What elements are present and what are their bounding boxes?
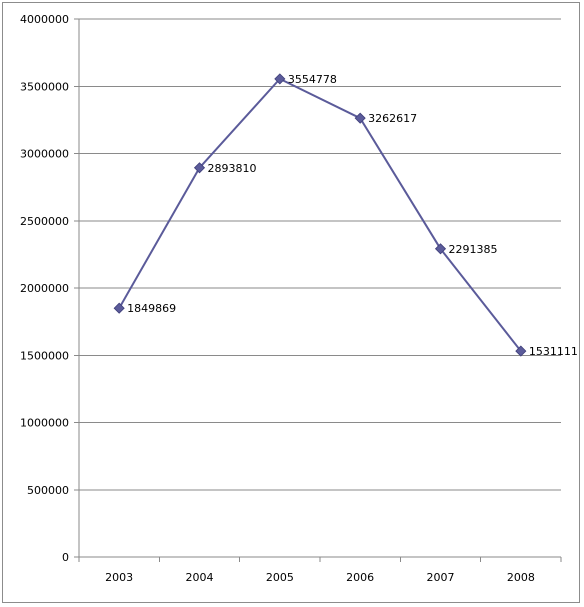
x-tick-label: 2007 [427,571,455,584]
x-tick-label: 2005 [266,571,294,584]
y-tick-label: 1500000 [20,349,69,362]
data-point-marker [434,243,447,255]
y-tick-label: 3000000 [20,148,69,161]
data-point-marker [354,112,366,124]
y-tick-label: 2500000 [20,215,69,228]
x-tick-label: 2008 [507,571,535,584]
data-point-marker [113,302,125,314]
y-tick-label: 0 [62,551,69,564]
data-point-marker [274,73,286,85]
x-tick-label: 2003 [105,571,133,584]
y-axis-ticks: 0 500000 1000000 1500000 2000000 2500000 30000… [20,13,79,564]
data-point-marker [193,162,206,174]
gridlines [79,18,561,491]
data-label: 3262617 [368,112,417,125]
y-tick-label: 500000 [27,484,69,497]
x-axis-ticks: 2003 2004 2005 2006 2007 2008 [78,557,562,584]
data-label: 2893810 [208,162,257,175]
series-line [118,77,522,352]
data-label: 2291385 [449,243,498,256]
data-labels: 1849869 2893810 3554778 3262617 2291385 15311… [127,73,578,358]
x-tick-label: 2006 [346,571,374,584]
series-group [113,73,527,357]
data-point-marker [515,345,527,357]
data-label: 1849869 [127,302,176,315]
y-tick-label: 1000000 [20,417,69,430]
y-tick-label: 4000000 [20,13,69,26]
y-tick-label: 2000000 [20,282,69,295]
data-label: 3554778 [288,73,337,86]
x-tick-label: 2004 [186,571,214,584]
y-tick-label: 3500000 [20,80,69,93]
data-label: 1531111 [529,345,578,358]
